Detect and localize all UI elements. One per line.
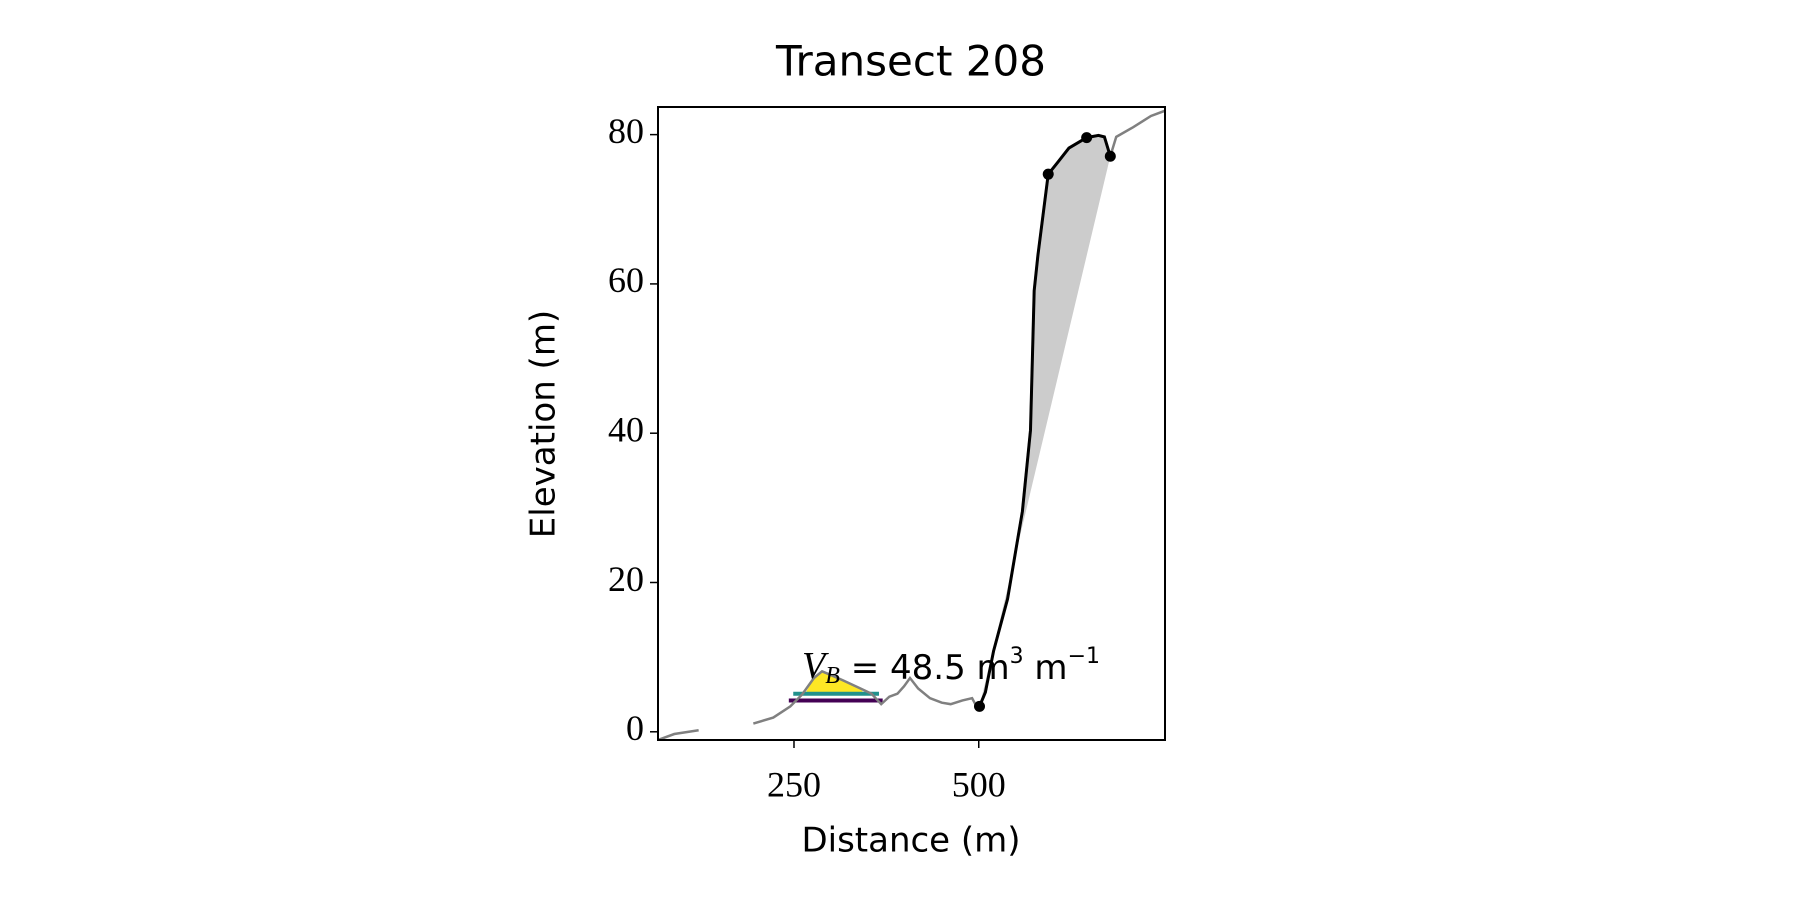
point <box>1081 132 1093 144</box>
point <box>1104 150 1116 162</box>
y-tick-label: 80 <box>608 111 644 151</box>
annotation-part: −1 <box>1068 644 1100 669</box>
x-tick-label: 500 <box>952 764 1006 804</box>
annotation-part: V <box>802 645 829 687</box>
profile-line <box>978 133 1112 707</box>
annotation-part: m <box>1024 648 1068 688</box>
plot-area <box>658 109 1165 740</box>
point <box>1042 168 1054 180</box>
y-tick-label: 60 <box>608 260 644 300</box>
axes-frame <box>657 106 1166 741</box>
y-tick-label: 0 <box>626 708 644 748</box>
annotation-part: B <box>825 663 840 689</box>
x-tick-label: 250 <box>767 764 821 804</box>
annotation-part: = 48.5 m <box>840 648 1010 688</box>
volume-area <box>805 671 865 694</box>
x-axis-label: Distance (m) <box>801 821 1020 861</box>
point <box>973 700 985 712</box>
y-tick-label: 40 <box>608 409 644 449</box>
annotation: VB = 48.5 m3 m−1 <box>802 644 1100 689</box>
chart-title: Transect 208 <box>775 37 1046 86</box>
y-tick-label: 20 <box>608 559 644 599</box>
y-axis-label: Elevation (m) <box>524 310 564 538</box>
cliff-area <box>979 135 1111 707</box>
annotation-part: 3 <box>1010 644 1024 669</box>
